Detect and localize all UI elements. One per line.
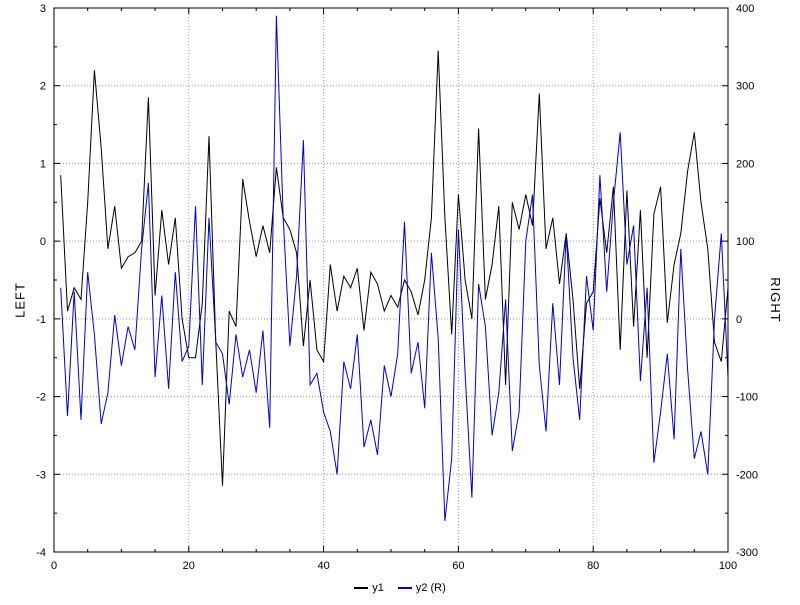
svg-text:-200: -200 xyxy=(736,469,758,481)
gridlines xyxy=(53,7,729,553)
svg-text:200: 200 xyxy=(736,158,754,170)
y2-line-swatch xyxy=(397,587,412,589)
y1-line-swatch xyxy=(354,587,369,589)
svg-text:1: 1 xyxy=(40,158,46,170)
tick-labels: 0 20 40 60 80 100 3 2 1 0 -1 -2 -3 -4 400 300 200 100 0 -10… xyxy=(36,3,758,572)
svg-text:300: 300 xyxy=(736,81,754,93)
legend-label-y1: y1 xyxy=(372,582,384,594)
svg-text:60: 60 xyxy=(452,560,464,572)
right-axis-title: RIGHT xyxy=(767,277,783,323)
legend: y1 y2 (R) xyxy=(0,582,800,594)
left-axis-title: LEFT xyxy=(12,282,28,318)
legend-item-y1: y1 xyxy=(354,582,384,594)
svg-text:100: 100 xyxy=(736,236,754,248)
svg-text:-4: -4 xyxy=(36,547,46,559)
legend-label-y2: y2 (R) xyxy=(415,582,446,594)
svg-text:100: 100 xyxy=(719,560,737,572)
svg-text:-300: -300 xyxy=(736,547,758,559)
svg-text:-3: -3 xyxy=(36,469,46,481)
series-line-y1 xyxy=(60,50,729,486)
svg-text:-2: -2 xyxy=(36,392,46,404)
series-lines xyxy=(60,15,729,521)
svg-text:0: 0 xyxy=(40,236,46,248)
tick-marks xyxy=(53,7,729,553)
series-line-y2-R- xyxy=(60,15,729,521)
svg-text:-1: -1 xyxy=(36,314,46,326)
svg-text:0: 0 xyxy=(51,560,57,572)
svg-text:3: 3 xyxy=(40,3,46,15)
svg-text:-100: -100 xyxy=(736,392,758,404)
svg-text:0: 0 xyxy=(736,314,742,326)
svg-text:20: 20 xyxy=(183,560,195,572)
legend-item-y2: y2 (R) xyxy=(397,582,446,594)
svg-text:400: 400 xyxy=(736,3,754,15)
svg-text:40: 40 xyxy=(317,560,329,572)
svg-text:80: 80 xyxy=(587,560,599,572)
svg-text:2: 2 xyxy=(40,81,46,93)
